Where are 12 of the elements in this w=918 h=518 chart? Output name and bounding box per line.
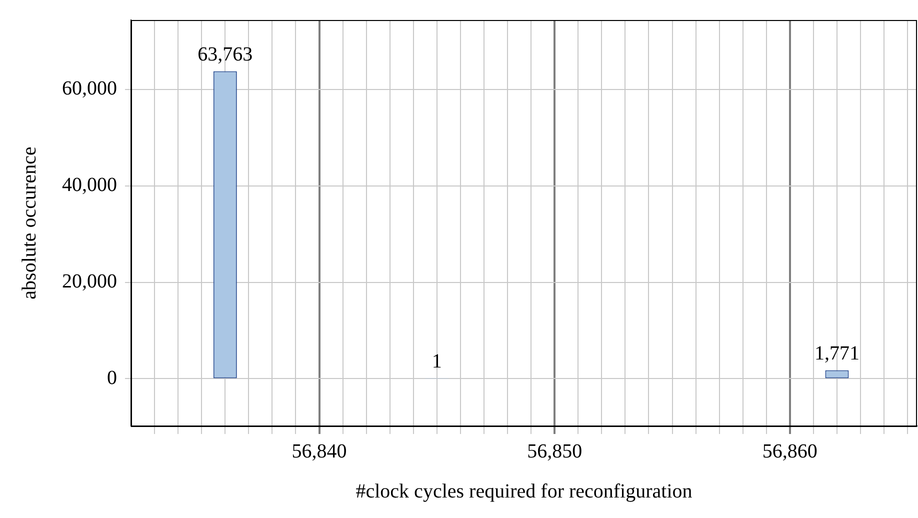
x-tick-label: 56,840 xyxy=(292,440,347,462)
y-tick-label: 60,000 xyxy=(62,78,117,100)
y-tick-label: 40,000 xyxy=(62,174,117,196)
y-tick-label: 0 xyxy=(107,366,117,389)
x-tick-label: 56,850 xyxy=(527,440,582,462)
y-axis-title: absolute occurence xyxy=(18,146,40,300)
data-label: 1,771 xyxy=(814,342,860,364)
data-label: 1 xyxy=(432,350,442,372)
x-axis-title: #clock cycles required for reconfiguration xyxy=(356,480,692,502)
data-label: 63,763 xyxy=(198,44,253,66)
y-tick-label: 20,000 xyxy=(62,270,117,293)
x-tick-label: 56,860 xyxy=(762,440,818,462)
